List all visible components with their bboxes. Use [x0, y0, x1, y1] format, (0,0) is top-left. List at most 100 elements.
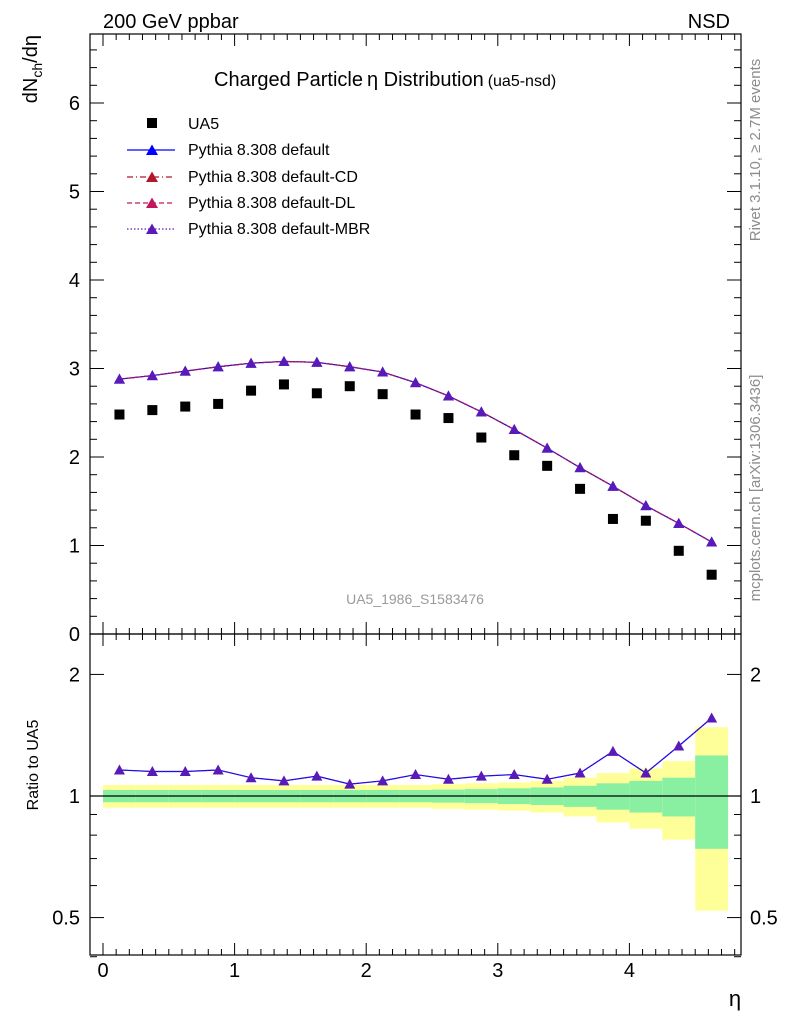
legend-entry-default-mbr: Pythia 8.308 default-MBR	[127, 221, 370, 238]
y-tick-label-main: 5	[69, 182, 80, 204]
series-point-4	[146, 370, 158, 381]
legend-label-default-mbr: Pythia 8.308 default-MBR	[188, 221, 370, 238]
legend-label-default-dl: Pythia 8.308 default-DL	[188, 195, 355, 212]
data-point-ua5	[213, 398, 224, 409]
ratio-uncertainty-bands	[103, 727, 729, 911]
series-line-4	[119, 360, 712, 543]
ratio-band-green	[695, 755, 729, 849]
header-right-label: NSD	[688, 11, 730, 33]
analysis-watermark: UA5_1986_S1583476	[346, 591, 484, 607]
ratio-point	[212, 764, 224, 775]
legend-label-default: Pythia 8.308 default	[188, 142, 330, 159]
y-tick-label-main: 3	[69, 359, 80, 381]
x-tick-label: 3	[492, 960, 503, 982]
chart-title-suffix: (ua5-nsd)	[488, 73, 556, 90]
series-line-1	[119, 360, 712, 543]
ratio-point	[146, 765, 158, 776]
legend-marker-default-cd	[146, 171, 158, 182]
series-point-4	[607, 480, 619, 491]
y-tick-label-ratio-right: 1	[750, 786, 761, 808]
ratio-point	[410, 769, 422, 780]
series-line-3	[119, 360, 712, 543]
data-point-ua5	[114, 409, 125, 420]
data-point-ua5	[640, 515, 651, 526]
series-point-4	[574, 462, 586, 473]
ratio-axis-title: Ratio to UA5	[25, 720, 42, 811]
data-point-ua5	[147, 405, 158, 416]
ratio-point	[311, 770, 323, 781]
series-point-4	[311, 356, 323, 367]
data-point-ua5	[542, 460, 553, 471]
legend-entry-default-cd: Pythia 8.308 default-CD	[127, 169, 358, 186]
y-tick-label-ratio-left: 1	[69, 786, 80, 808]
ratio-point	[508, 769, 520, 780]
ratio-panel-frame	[89, 633, 742, 956]
y-axis-title-main: dN	[20, 78, 42, 104]
ratio-point	[640, 767, 652, 778]
data-point-ua5	[377, 389, 388, 400]
series-point-4	[212, 361, 224, 372]
series-point-4	[442, 390, 454, 401]
ratio-point	[113, 764, 125, 775]
data-point-ua5	[344, 381, 355, 392]
y-tick-label-main: 2	[69, 447, 80, 469]
y-axis-title-sub: ch	[29, 63, 45, 78]
data-point-ua5	[476, 432, 487, 443]
ratio-point	[344, 778, 356, 789]
ratio-point	[607, 745, 619, 756]
ratio-point	[706, 712, 718, 723]
header-left-label: 200 GeV ppbar	[103, 11, 239, 33]
series-point-4	[508, 424, 520, 435]
axis-ticks	[90, 34, 741, 958]
data-point-ua5	[443, 413, 454, 424]
x-tick-label: 2	[361, 960, 372, 982]
legend-marker-default-dl	[146, 197, 158, 208]
series-point-4	[475, 406, 487, 417]
series-line-2	[119, 360, 712, 543]
y-tick-label-ratio-left: 2	[69, 664, 80, 686]
data-point-ua5	[673, 545, 684, 556]
main-series-lines	[119, 360, 712, 543]
legend-marker-ua5	[147, 118, 157, 128]
chart-title-main: Charged Particle	[214, 69, 363, 91]
series-point-4	[245, 357, 257, 368]
side-label-mcplots: mcplots.cern.ch [arXiv:1306.3436]	[747, 375, 764, 602]
ratio-point	[278, 775, 290, 786]
legend-entry-ua5: UA5	[147, 116, 219, 133]
main-series-points	[113, 355, 718, 580]
data-point-ua5	[607, 513, 618, 524]
ratio-point	[574, 767, 586, 778]
ratio-point	[245, 772, 257, 783]
ratio-band-green	[662, 777, 696, 817]
y-tick-label-ratio-right: 2	[750, 664, 761, 686]
y-tick-label-main: 0	[69, 624, 80, 646]
series-point-4	[640, 500, 652, 511]
data-point-ua5	[575, 483, 586, 494]
ratio-band-green	[629, 780, 663, 813]
series-point-4	[278, 355, 290, 366]
data-point-ua5	[706, 569, 717, 580]
legend-entry-default-dl: Pythia 8.308 default-DL	[127, 195, 355, 212]
y-tick-label-main: 4	[69, 270, 80, 292]
ratio-point	[377, 775, 389, 786]
data-point-ua5	[180, 401, 191, 412]
data-point-ua5	[509, 450, 520, 461]
y-axis-title-rest: /dη	[20, 35, 42, 63]
x-tick-label: 0	[97, 960, 108, 982]
y-tick-label-main: 6	[69, 93, 80, 115]
series-point-4	[377, 366, 389, 377]
axes-frames	[89, 33, 742, 956]
axis-tick-labels: 0 1 2 3 4 0 1 2 3 4 5 6 0.5 0.5 1 1 2 2	[52, 93, 778, 982]
y-tick-label-main: 1	[69, 536, 80, 558]
chart-title: Charged Particle η Distribution (ua5-nsd)	[214, 69, 556, 91]
ratio-point	[179, 765, 191, 776]
series-point-4	[410, 377, 422, 388]
ratio-point	[673, 740, 685, 751]
series-point-4	[706, 536, 718, 547]
chart-title-eta: η	[367, 69, 378, 91]
legend-label-default-cd: Pythia 8.308 default-CD	[188, 169, 358, 186]
y-axis-title: dNch/dη	[20, 35, 45, 103]
legend-label-ua5: UA5	[188, 116, 219, 133]
ratio-point	[541, 773, 553, 784]
